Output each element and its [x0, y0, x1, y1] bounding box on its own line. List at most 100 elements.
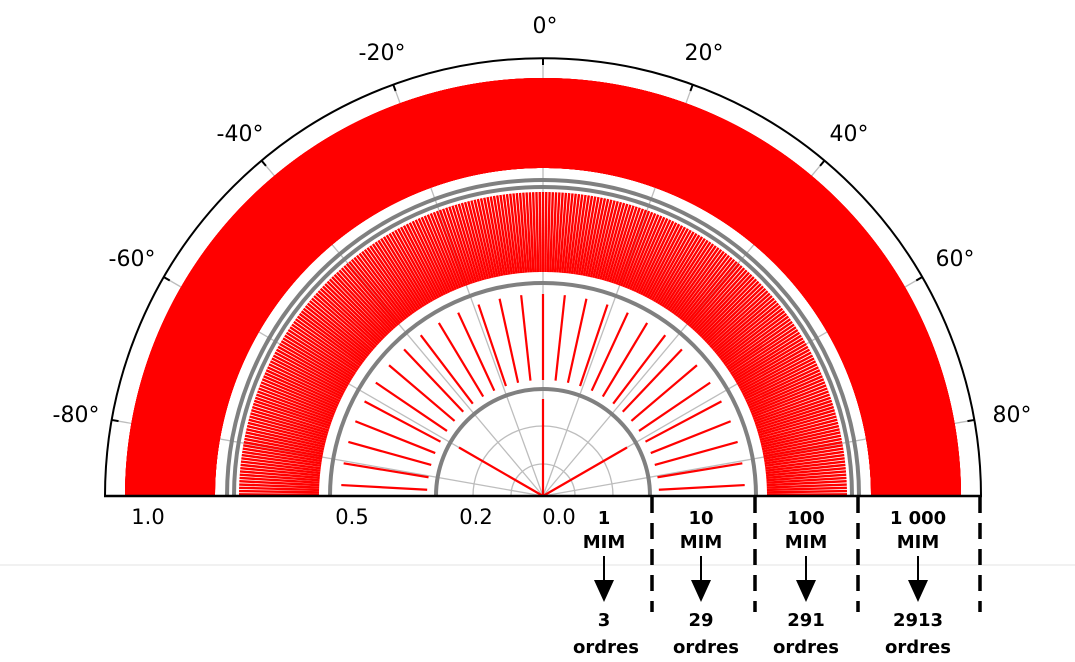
order-ray: [650, 229, 692, 301]
order-ray: [752, 390, 829, 421]
order-ray: [239, 476, 320, 484]
order-ray: [590, 312, 629, 392]
order-ray: [735, 340, 806, 383]
angle-tick: [260, 159, 267, 167]
order-ray: [492, 195, 509, 276]
order-ray: [615, 208, 644, 285]
bin-count: 2913: [893, 610, 943, 631]
order-ray: [765, 460, 846, 472]
order-ray: [423, 215, 457, 291]
order-ray: [435, 210, 466, 287]
order-ray: [399, 226, 440, 299]
order-ray: [353, 256, 405, 322]
order-ray: [748, 375, 823, 409]
order-ray: [251, 405, 330, 432]
order-ray: [249, 415, 328, 439]
order-ray: [731, 331, 801, 377]
order-ray: [675, 250, 725, 317]
order-ray: [253, 399, 331, 428]
order-ray: [265, 369, 340, 405]
order-ray: [498, 298, 520, 383]
radius-label-0-5: 0.5: [335, 505, 368, 529]
order-ray: [437, 322, 485, 398]
order-ray: [239, 473, 320, 482]
order-ray: [271, 357, 344, 396]
order-ray: [322, 285, 382, 343]
order-ray: [718, 307, 784, 359]
order-ray: [757, 409, 835, 434]
order-ray: [505, 193, 518, 274]
order-ray: [496, 195, 511, 275]
order-ray: [259, 384, 335, 416]
angle-tick: [163, 276, 171, 282]
order-ray: [240, 466, 321, 477]
order-ray: [489, 196, 506, 276]
order-ray: [525, 192, 533, 273]
order-ray: [750, 381, 826, 414]
order-ray: [635, 219, 672, 294]
order-ray: [765, 466, 846, 477]
order-ray: [260, 381, 336, 414]
order-ray: [333, 273, 391, 334]
order-ray: [277, 345, 349, 388]
order-ray: [766, 480, 847, 487]
bin-count: 3: [598, 610, 611, 631]
order-ray: [457, 312, 496, 392]
order-ray: [596, 201, 619, 280]
order-ray: [326, 280, 386, 339]
order-ray: [612, 334, 667, 405]
order-ray: [644, 225, 684, 298]
order-ray: [528, 192, 535, 273]
angle-tick: [689, 84, 694, 92]
order-ray: [631, 216, 666, 292]
order-ray: [642, 223, 681, 297]
order-ray: [727, 323, 795, 371]
order-ray: [429, 213, 462, 289]
order-ray: [324, 283, 384, 341]
order-ray: [601, 202, 626, 281]
order-ray: [279, 342, 350, 386]
order-ray: [745, 366, 819, 403]
order-ray: [764, 447, 844, 463]
order-ray: [663, 239, 709, 309]
order-ray: [743, 360, 817, 398]
order-ray: [258, 387, 334, 418]
order-ray: [766, 470, 847, 480]
order-ray: [239, 489, 320, 494]
radius-label-0-0: 0.0: [542, 505, 575, 529]
order-ray: [761, 428, 840, 448]
order-ray: [476, 198, 497, 278]
order-ray: [704, 285, 764, 343]
bin-size: 10: [688, 508, 713, 529]
order-ray: [755, 399, 833, 428]
order-ray: [610, 206, 638, 284]
order-ray: [601, 322, 649, 398]
order-ray: [264, 372, 339, 407]
order-ray: [667, 243, 715, 312]
order-ray: [520, 295, 532, 381]
order-ray: [391, 231, 434, 303]
order-ray: [470, 200, 492, 279]
order-ray: [655, 232, 698, 304]
order-ray: [556, 192, 564, 273]
order-ray: [764, 453, 845, 468]
order-ray: [244, 434, 324, 453]
order-ray: [369, 245, 417, 313]
order-ray: [499, 194, 513, 275]
angle-tick: [392, 84, 397, 92]
order-ray: [272, 354, 345, 394]
angle-label-20: 20°: [685, 41, 724, 66]
order-ray: [758, 415, 837, 439]
bin-orders-label: ordres: [773, 637, 839, 658]
order-ray: [657, 462, 743, 479]
order-ray: [715, 302, 780, 356]
order-ray: [544, 192, 548, 273]
angle-tick: [819, 159, 826, 167]
order-ray: [671, 247, 720, 314]
order-ray: [257, 390, 334, 421]
order-ray: [638, 381, 711, 432]
order-ray: [309, 300, 372, 354]
order-ray: [700, 280, 760, 339]
order-ray: [752, 387, 828, 418]
order-ray: [761, 431, 841, 451]
